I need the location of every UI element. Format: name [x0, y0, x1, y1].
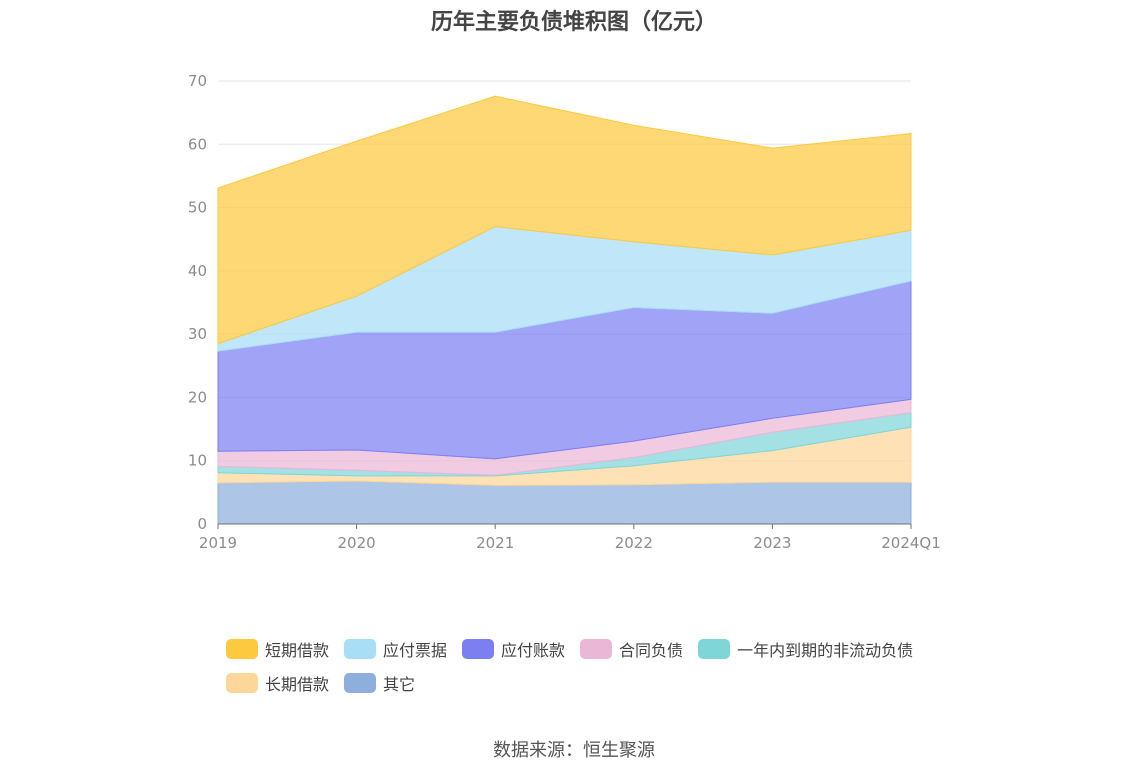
y-tick-label: 70 — [188, 72, 207, 90]
legend-item[interactable]: 长期借款 — [226, 672, 329, 694]
legend-label: 应付账款 — [501, 641, 566, 660]
legend: 短期借款 应付票据 应付账款 合同负债 一年内到期的非流动负债长期借款 其它 — [226, 638, 946, 706]
source-note: 数据来源：恒生聚源 — [493, 740, 655, 761]
legend-label: 一年内到期的非流动负债 — [737, 641, 914, 660]
legend-item[interactable]: 应付票据 — [344, 638, 447, 660]
legend-swatch — [462, 639, 495, 659]
legend-item[interactable]: 其它 — [344, 672, 415, 694]
x-tick-label: 2023 — [753, 534, 791, 552]
legend-label: 应付票据 — [383, 641, 448, 660]
x-axis: 2019 2020 2021 2022 2023 2024Q1 — [199, 523, 941, 552]
x-tick-label: 2022 — [615, 534, 653, 552]
y-axis: 0 10 20 30 40 50 60 70 — [188, 72, 207, 533]
area-series-6 — [217, 95, 912, 345]
legend-item[interactable]: 合同负债 — [580, 638, 683, 660]
x-tick-label: 2021 — [476, 534, 514, 552]
legend-item[interactable]: 应付账款 — [462, 638, 565, 660]
legend-label: 短期借款 — [265, 641, 330, 660]
x-tick-label: 2020 — [338, 534, 376, 552]
legend-swatch — [698, 639, 731, 659]
legend-swatch — [226, 673, 258, 693]
y-tick-label: 20 — [188, 388, 207, 406]
y-tick-label: 0 — [197, 515, 207, 533]
legend-swatch — [580, 639, 613, 659]
x-tick-label: 2024Q1 — [881, 534, 941, 552]
x-tick-label: 2019 — [199, 534, 237, 552]
legend-swatch — [344, 673, 377, 693]
legend-label: 其它 — [383, 675, 416, 694]
legend-item[interactable]: 一年内到期的非流动负债 — [698, 638, 913, 660]
y-tick-label: 50 — [188, 199, 207, 217]
legend-label: 合同负债 — [619, 641, 684, 660]
legend-item[interactable]: 短期借款 — [226, 638, 329, 660]
y-tick-label: 10 — [188, 452, 207, 470]
chart-title: 历年主要负债堆积图（亿元） — [430, 10, 717, 35]
legend-swatch — [226, 639, 258, 659]
y-tick-label: 60 — [188, 135, 207, 153]
y-tick-label: 40 — [188, 262, 207, 280]
y-tick-label: 30 — [188, 325, 207, 343]
legend-swatch — [344, 639, 377, 659]
stacked-area-chart: 2019 2020 2021 2022 2023 2024Q1 0 10 20 30 40 50 60… — [188, 72, 941, 552]
area-series — [217, 95, 912, 525]
legend-label: 长期借款 — [265, 675, 330, 694]
area-series-0 — [217, 480, 912, 525]
